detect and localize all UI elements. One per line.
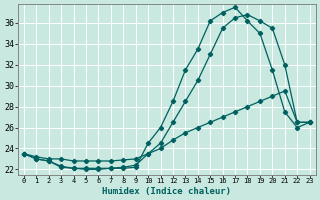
X-axis label: Humidex (Indice chaleur): Humidex (Indice chaleur) [102,187,231,196]
